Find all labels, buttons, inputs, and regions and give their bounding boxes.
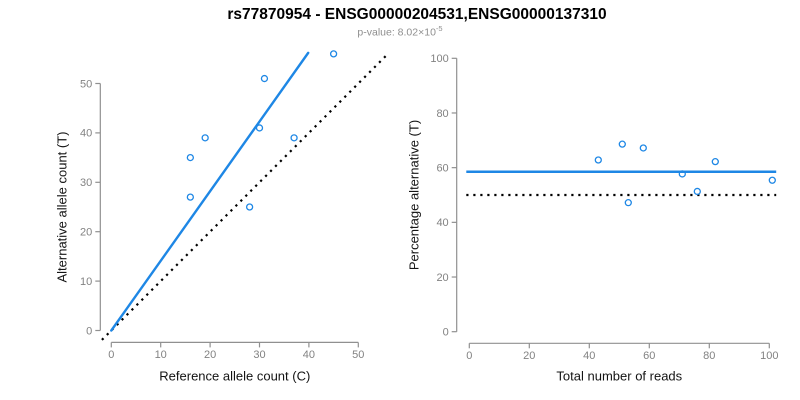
data-point [329,50,338,58]
right-yaxis-title: Percentage alternative (T) [406,119,422,271]
data-point [260,74,269,83]
y-tick-label: 50 [80,78,92,90]
left-yaxis-title: Alternative allele count (T) [54,131,70,283]
data-point [186,193,194,201]
left-scatter-plot: 0 10 20 30 40 50 0 10 20 30 40 50 [80,50,390,361]
data-point [711,157,719,166]
y-tick-label: 0 [443,327,449,339]
y-tick-label: 40 [80,128,92,140]
data-point [618,140,626,148]
data-point [624,199,632,207]
x-tick-label: 40 [303,349,315,361]
x-tick-label: 80 [703,350,715,362]
x-tick-label: 60 [643,350,655,362]
y-tick-label: 0 [86,325,92,337]
y-tick-label: 40 [436,217,448,229]
y-tick-label: 60 [436,162,448,174]
y-tick-label: 20 [80,227,92,239]
pvalue-value: 8.02×10 [397,26,436,39]
x-tick-label: 40 [583,350,595,362]
data-point [678,170,686,178]
y-tick-label: 20 [436,272,448,284]
pvalue-label: p-value: [357,26,398,39]
fit-line [110,51,310,332]
right-scatter-plot: 0 20 40 60 80 100 0 20 40 60 80 100 [430,53,778,362]
x-tick-label: 100 [760,350,778,362]
figure-title: rs77870954 - ENSG00000204531,ENSG0000013… [227,6,607,23]
x-tick-label: 20 [523,350,535,362]
left-xaxis-title: Reference allele count (C) [159,368,311,384]
right-xaxis-title: Total number of reads [556,368,683,384]
data-point [594,156,602,164]
pvalue-exponent: -5 [435,24,443,33]
x-tick-label: 20 [204,349,216,361]
pvalue-subtitle: p-value: 8.02×10-5 [357,24,442,39]
data-point [639,144,647,152]
data-point [186,153,194,162]
x-tick-label: 0 [466,350,472,362]
data-point [290,134,298,142]
x-tick-label: 0 [108,349,114,361]
data-point [693,187,701,196]
data-point [201,134,209,142]
y-tick-label: 100 [430,53,448,65]
data-point [245,203,254,211]
x-tick-label: 50 [352,349,364,361]
data-point [255,124,264,132]
y-tick-label: 10 [80,276,92,288]
y-tick-label: 30 [80,177,92,189]
y-tick-label: 80 [436,108,448,120]
x-tick-label: 10 [155,349,167,361]
x-tick-label: 30 [253,349,265,361]
data-point [768,176,776,184]
identity-line [101,52,390,341]
